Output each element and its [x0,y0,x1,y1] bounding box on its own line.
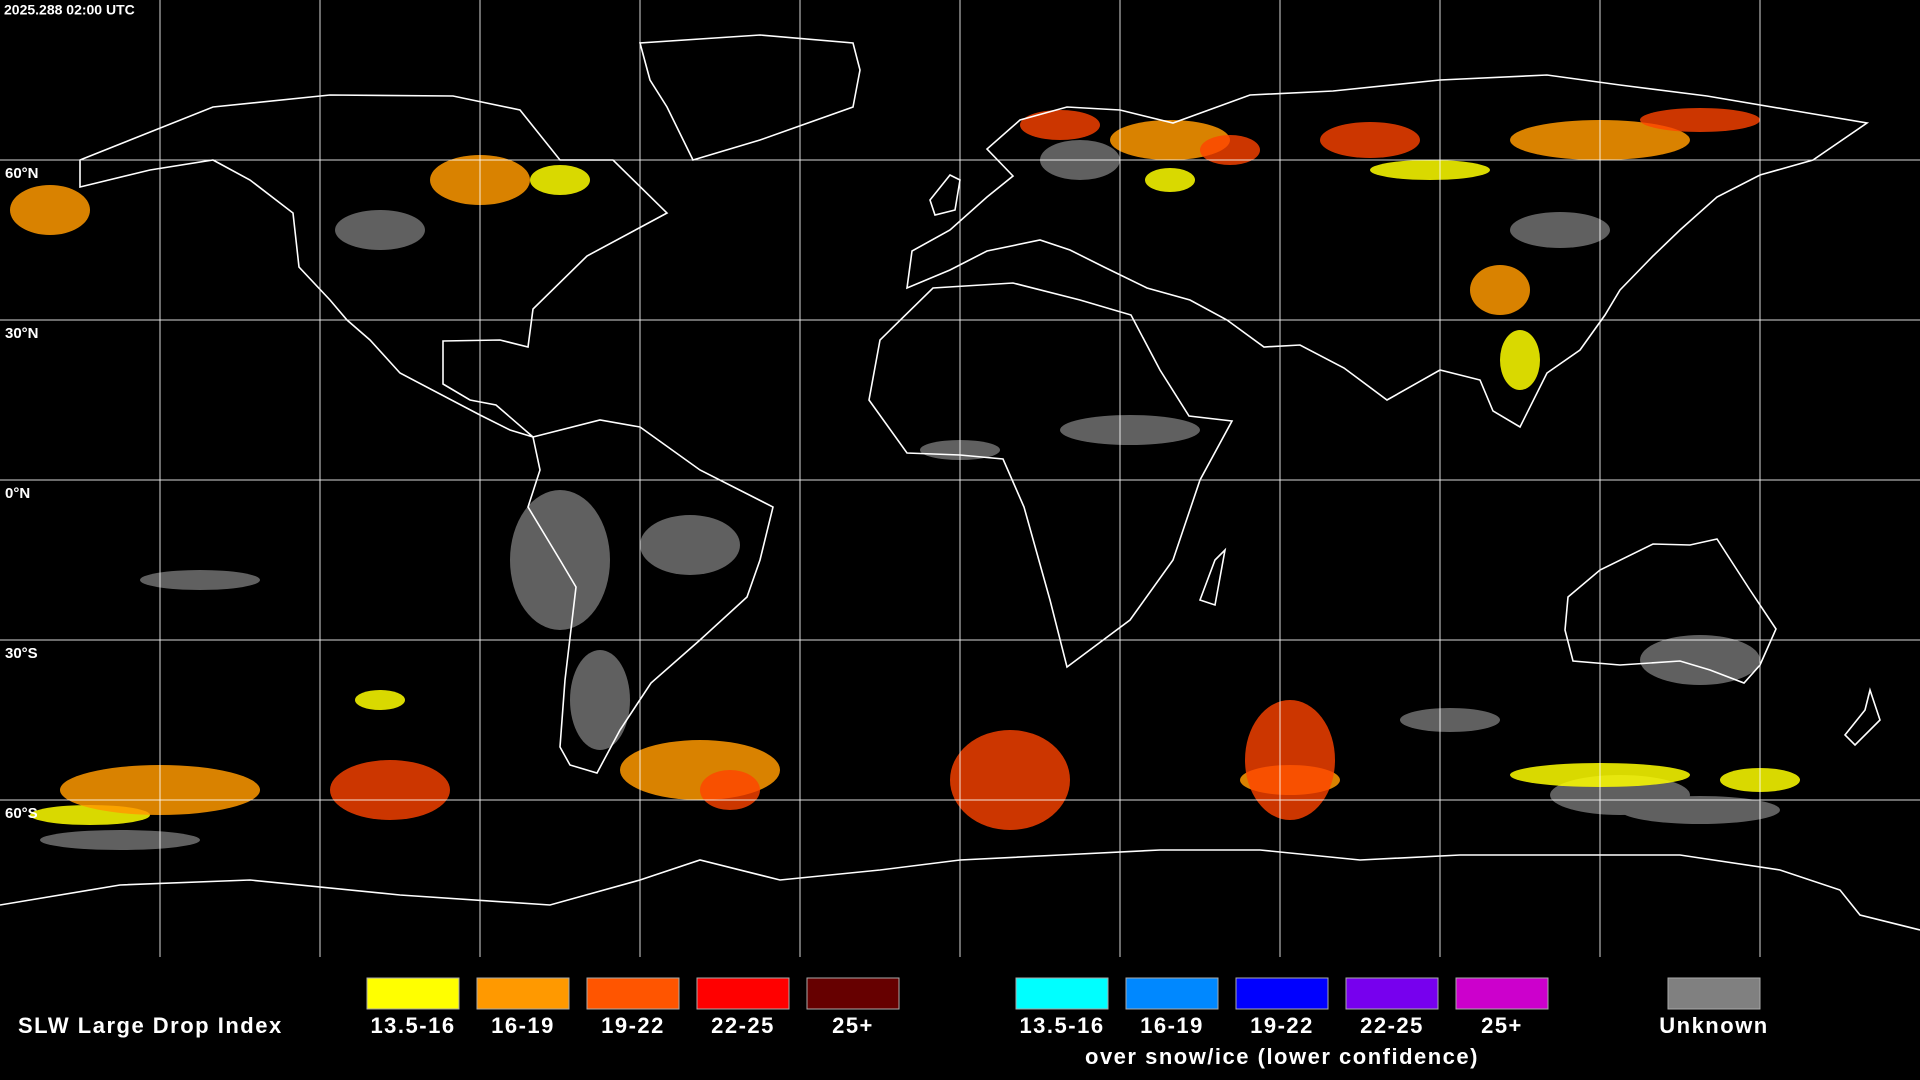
coast-greenland [638,34,861,161]
coast-madagascar [1198,547,1227,607]
legend-background [0,957,1920,1080]
legend: 13.5-16 16-19 19-22 22-25 25+ 13.5-16 16-19 19-… [366,977,1769,1069]
latitude-label: 60°N [5,165,39,182]
coast-north-america [79,94,669,438]
legend-label: 16-19 [1140,1013,1204,1038]
coast-south-america [527,419,774,774]
latitude-labels: 60°N 30°N 0°N 30°S 60°S [5,165,39,822]
legend-label: 25+ [832,1013,874,1038]
legend-label: 22-25 [711,1013,775,1038]
legend-label: 19-22 [601,1013,665,1038]
legend-label: Unknown [1659,1013,1769,1038]
legend-label: 13.5-16 [370,1013,455,1038]
legend-swatch [476,977,570,1010]
coast-antarctica [0,849,1920,931]
legend-swatch [366,977,460,1010]
legend-swatch [806,977,900,1010]
legend-swatch [1345,977,1439,1010]
legend-note: over snow/ice (lower confidence) [1085,1044,1479,1069]
legend-swatch [1667,977,1761,1010]
legend-label: 22-25 [1360,1013,1424,1038]
legend-swatch [1015,977,1109,1010]
unknown-cloud [40,140,1780,850]
graticule [0,0,1920,957]
latitude-label: 0°N [5,485,30,502]
legend-swatch [586,977,680,1010]
legend-swatch [1455,977,1549,1010]
legend-label: 16-19 [491,1013,555,1038]
latitude-label: 30°S [5,645,38,662]
legend-label: 13.5-16 [1019,1013,1104,1038]
cloud-field [10,108,1800,850]
legend-title: SLW Large Drop Index [18,1013,283,1038]
coast-uk [929,173,961,216]
legend-label: 25+ [1481,1013,1523,1038]
timestamp: 2025.288 02:00 UTC [4,2,135,18]
legend-label: 19-22 [1250,1013,1314,1038]
legend-swatch [696,977,790,1010]
latitude-label: 30°N [5,325,39,342]
coast-eurasia [906,74,1870,429]
legend-swatch [1235,977,1329,1010]
latitude-label: 60°S [5,805,38,822]
coast-new-zealand [1843,687,1881,747]
red-cloud [330,108,1760,830]
legend-swatch [1125,977,1219,1010]
